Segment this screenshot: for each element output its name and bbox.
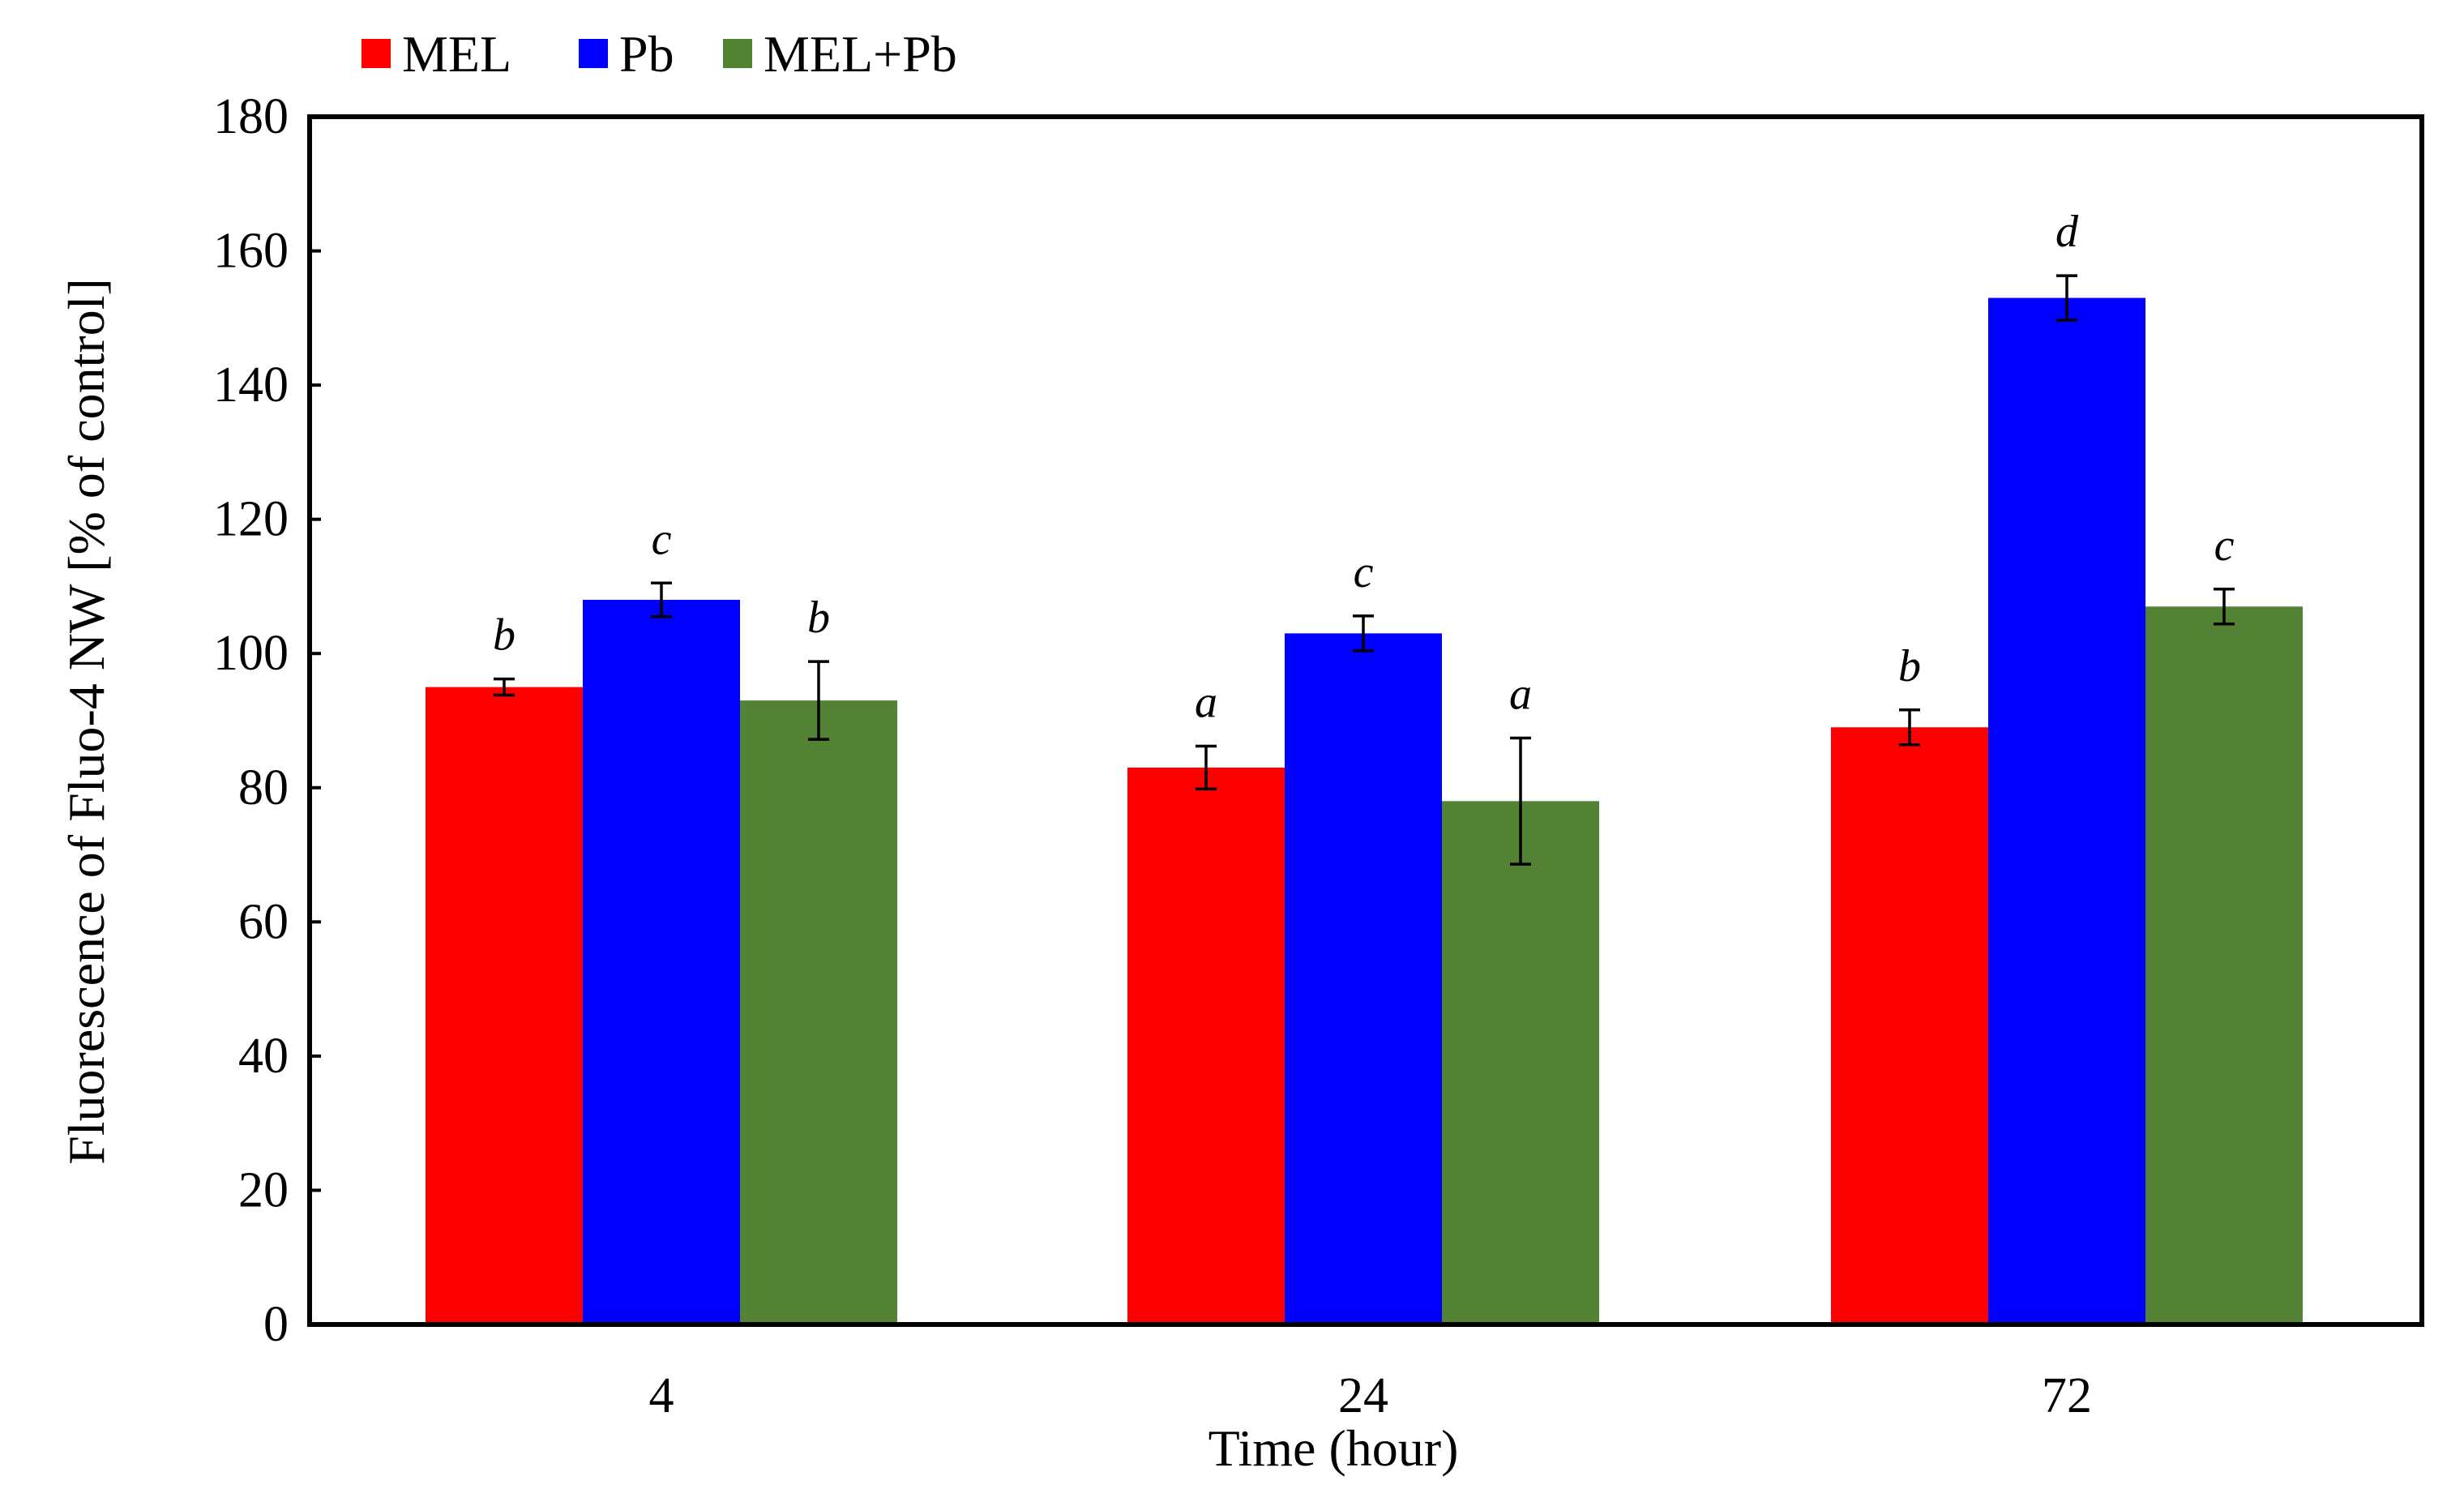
- x-tick-label: 72: [2042, 1368, 2092, 1423]
- y-tick-label: 0: [263, 1297, 289, 1352]
- x-tick-label: 24: [1338, 1368, 1388, 1423]
- y-tick-label: 120: [213, 492, 289, 547]
- y-tick-label: 20: [238, 1162, 289, 1217]
- bar-mel-pb-24: [1442, 801, 1599, 1324]
- x-axis-ticks: 4 24 72: [649, 1368, 2093, 1423]
- error-bar-pb-72: [2056, 274, 2077, 322]
- bar-mel-4: [426, 687, 583, 1324]
- error-bar-mel-72: [1899, 708, 1920, 747]
- y-tick-label: 140: [213, 357, 289, 413]
- legend-swatch: [361, 39, 391, 68]
- error-bar-mel-pb-4: [808, 660, 829, 741]
- significance-label-mel-24: a: [1195, 677, 1217, 727]
- significance-label-mel-pb-4: b: [807, 593, 830, 643]
- bar-pb-72: [1988, 297, 2145, 1324]
- bars-layer: [426, 297, 2303, 1324]
- y-axis-title: Fluorescence of Fluo-4 NW [% of control]: [58, 278, 115, 1165]
- y-axis-ticks: 0 20 40 60 80 100 120 140 160 180: [213, 89, 321, 1352]
- bar-mel-pb-4: [740, 700, 897, 1324]
- y-tick-label: 60: [238, 894, 289, 949]
- bar-mel-72: [1831, 727, 1988, 1324]
- legend-label: MEL: [402, 25, 511, 83]
- y-tick-label: 180: [213, 89, 289, 144]
- legend: MEL Pb MEL+Pb: [361, 25, 957, 83]
- x-tick-label: 4: [649, 1368, 674, 1423]
- significance-label-mel-pb-72: c: [2214, 520, 2235, 571]
- error-bar-mel-pb-72: [2214, 588, 2235, 626]
- bar-mel-pb-72: [2145, 606, 2303, 1324]
- legend-swatch: [723, 39, 752, 68]
- error-bar-mel-24: [1196, 744, 1217, 791]
- significance-label-pb-24: c: [1354, 547, 1374, 597]
- legend-label: Pb: [619, 25, 674, 83]
- bar-pb-4: [583, 600, 740, 1324]
- y-tick-label: 100: [213, 626, 289, 681]
- bar-pb-24: [1285, 633, 1442, 1324]
- legend-label: MEL+Pb: [764, 25, 957, 83]
- bar-mel-24: [1127, 767, 1285, 1324]
- legend-item-pb: Pb: [579, 25, 674, 83]
- error-bar-pb-24: [1353, 614, 1374, 653]
- error-bars-layer: [494, 274, 2235, 866]
- significance-label-pb-4: c: [652, 514, 672, 564]
- significance-label-mel-4: b: [493, 610, 515, 661]
- y-tick-label: 160: [213, 224, 289, 279]
- significance-label-mel-pb-24: a: [1509, 670, 1532, 720]
- legend-item-mel-pb: MEL+Pb: [723, 25, 957, 83]
- x-axis-title: Time (hour): [1208, 1419, 1459, 1477]
- significance-label-pb-72: d: [2055, 207, 2079, 257]
- error-bar-pb-4: [651, 581, 672, 618]
- significance-labels-layer: b a b c c d b a c: [493, 207, 2235, 727]
- error-bar-mel-4: [494, 677, 515, 697]
- y-tick-label: 80: [238, 760, 289, 815]
- plot-area-frame: [307, 114, 2424, 1327]
- legend-item-mel: MEL: [361, 25, 511, 83]
- y-tick-label: 40: [238, 1029, 289, 1084]
- legend-swatch: [579, 39, 608, 68]
- significance-label-mel-72: b: [1898, 641, 1921, 691]
- error-bar-mel-pb-24: [1510, 736, 1531, 866]
